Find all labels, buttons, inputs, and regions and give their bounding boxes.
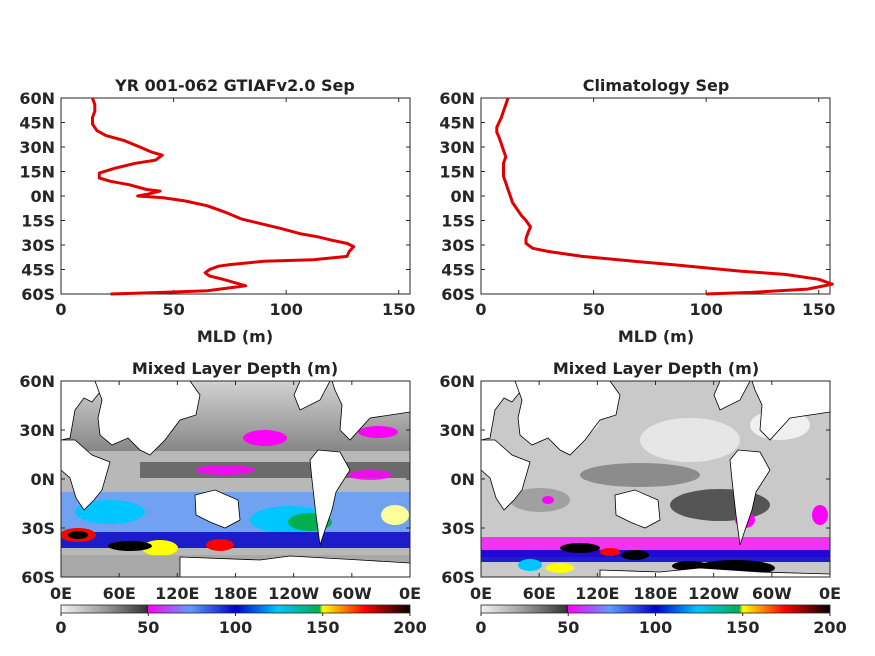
- map-y-tick-label: 30N: [19, 421, 55, 440]
- map-panel-model: Mixed Layer Depth (m): [19, 359, 426, 637]
- y-tick-label: 0N: [30, 187, 55, 206]
- map-panel-climatology: Mixed Layer Depth (m): [439, 359, 846, 637]
- colorbar-tick-label: 50: [557, 618, 579, 637]
- x-axis-label-model: MLD (m): [197, 327, 273, 346]
- y-tick-label: 15S: [441, 212, 475, 231]
- map-y-tick-label: 30S: [441, 519, 475, 538]
- y-tick-label: 15S: [21, 212, 55, 231]
- map-x-ticks-model: 0E 60E 120E 180E 120W 60W 0E: [50, 381, 421, 603]
- colorbar-tick-label: 200: [813, 618, 846, 637]
- y-tick-label: 45N: [19, 114, 55, 133]
- y-tick-label: 30S: [441, 236, 475, 255]
- map-y-tick-label: 60S: [441, 568, 475, 587]
- y-tick-label: 15N: [439, 163, 475, 182]
- map-x-tick-label: 120W: [688, 584, 739, 603]
- colorbar-tick-label: 50: [137, 618, 159, 637]
- map-y-tick-label: 0N: [30, 470, 55, 489]
- x-tick-label: 100: [689, 300, 722, 319]
- map-y-ticks-model: 60N 30N 0N 30S 60S: [19, 372, 410, 587]
- colorbar-ticks-model: 0 50 100 150 200: [55, 613, 427, 637]
- y-tick-label: 45S: [441, 261, 475, 280]
- y-ticks-climatology: 60N 45N 30N 15N 0N 15S 30S 45S 60S: [439, 89, 830, 304]
- colorbar-tick-label: 150: [726, 618, 759, 637]
- map-x-tick-label: 60W: [752, 584, 792, 603]
- x-tick-label: 50: [162, 300, 184, 319]
- map-x-tick-label: 60E: [103, 584, 136, 603]
- y-ticks-model: 60N 45N 30N 15N 0N 15S 30S 45S 60S: [19, 89, 410, 304]
- panel-title-climatology: Climatology Sep: [583, 76, 730, 95]
- map-x-tick-label: 60W: [332, 584, 372, 603]
- x-tick-label: 150: [802, 300, 835, 319]
- map-x-tick-label: 120E: [575, 584, 619, 603]
- map-x-tick-label: 0E: [470, 584, 492, 603]
- plot-area-model: [60, 97, 411, 295]
- y-tick-label: 60N: [439, 89, 475, 108]
- plot-area-climatology: [480, 97, 831, 295]
- x-axis-label-climatology: MLD (m): [618, 327, 694, 346]
- y-tick-label: 0N: [450, 187, 475, 206]
- map-x-tick-label: 60E: [523, 584, 556, 603]
- y-tick-label: 60N: [19, 89, 55, 108]
- x-tick-label: 150: [382, 300, 415, 319]
- y-tick-label: 45N: [439, 114, 475, 133]
- x-ticks-climatology: 0 50 100 150: [475, 98, 835, 319]
- y-tick-label: 15N: [19, 163, 55, 182]
- map-title-climatology: Mixed Layer Depth (m): [553, 359, 759, 378]
- map-y-tick-label: 30S: [21, 519, 55, 538]
- x-tick-label: 50: [582, 300, 604, 319]
- map-y-tick-label: 0N: [450, 470, 475, 489]
- colorbar-model: [60, 604, 411, 614]
- colorbar-tick-label: 0: [55, 618, 66, 637]
- map-y-tick-label: 60N: [19, 372, 55, 391]
- map-y-ticks-climatology: 60N 30N 0N 30S 60S: [439, 372, 830, 587]
- y-tick-label: 30N: [19, 138, 55, 157]
- y-tick-label: 60S: [441, 285, 475, 304]
- y-tick-label: 30S: [21, 236, 55, 255]
- panel-title-model: YR 001-062 GTIAFv2.0 Sep: [114, 76, 355, 95]
- y-tick-label: 30N: [439, 138, 475, 157]
- mld-profile-line-climatology: [495, 97, 834, 296]
- map-x-tick-label: 180E: [633, 584, 677, 603]
- map-x-ticks-climatology: 0E 60E 120E 180E 120W 60W 0E: [470, 381, 841, 603]
- x-tick-label: 0: [475, 300, 486, 319]
- map-x-tick-label: 120W: [268, 584, 319, 603]
- map-x-tick-label: 0E: [50, 584, 72, 603]
- colorbar-climatology: [480, 604, 831, 614]
- colorbar-tick-label: 200: [393, 618, 426, 637]
- mld-profile-line-model: [91, 97, 356, 296]
- y-tick-label: 60S: [21, 285, 55, 304]
- x-tick-label: 100: [269, 300, 302, 319]
- map-x-tick-label: 0E: [819, 584, 841, 603]
- colorbar-tick-label: 100: [639, 618, 672, 637]
- map-x-tick-label: 120E: [155, 584, 199, 603]
- map-y-tick-label: 60N: [439, 372, 475, 391]
- mld-map-model: [61, 381, 410, 577]
- profile-panel-climatology: Climatology Sep 0 50 100 150 60N 45N 30N 15N 0N…: [439, 76, 835, 346]
- map-x-tick-label: 0E: [399, 584, 421, 603]
- y-tick-label: 45S: [21, 261, 55, 280]
- x-tick-label: 0: [55, 300, 66, 319]
- map-title-model: Mixed Layer Depth (m): [132, 359, 338, 378]
- colorbar-tick-label: 0: [475, 618, 486, 637]
- map-x-tick-label: 180E: [213, 584, 257, 603]
- colorbar-tick-label: 100: [219, 618, 252, 637]
- map-y-tick-label: 60S: [21, 568, 55, 587]
- map-y-tick-label: 30N: [439, 421, 475, 440]
- x-ticks-model: 0 50 100 150: [55, 98, 415, 319]
- colorbar-ticks-climatology: 0 50 100 150 200: [475, 613, 847, 637]
- profile-panel-model: YR 001-062 GTIAFv2.0 Sep 0 50 100 150 60N 45…: [19, 76, 415, 346]
- colorbar-tick-label: 150: [306, 618, 339, 637]
- mld-map-climatology: [481, 381, 830, 577]
